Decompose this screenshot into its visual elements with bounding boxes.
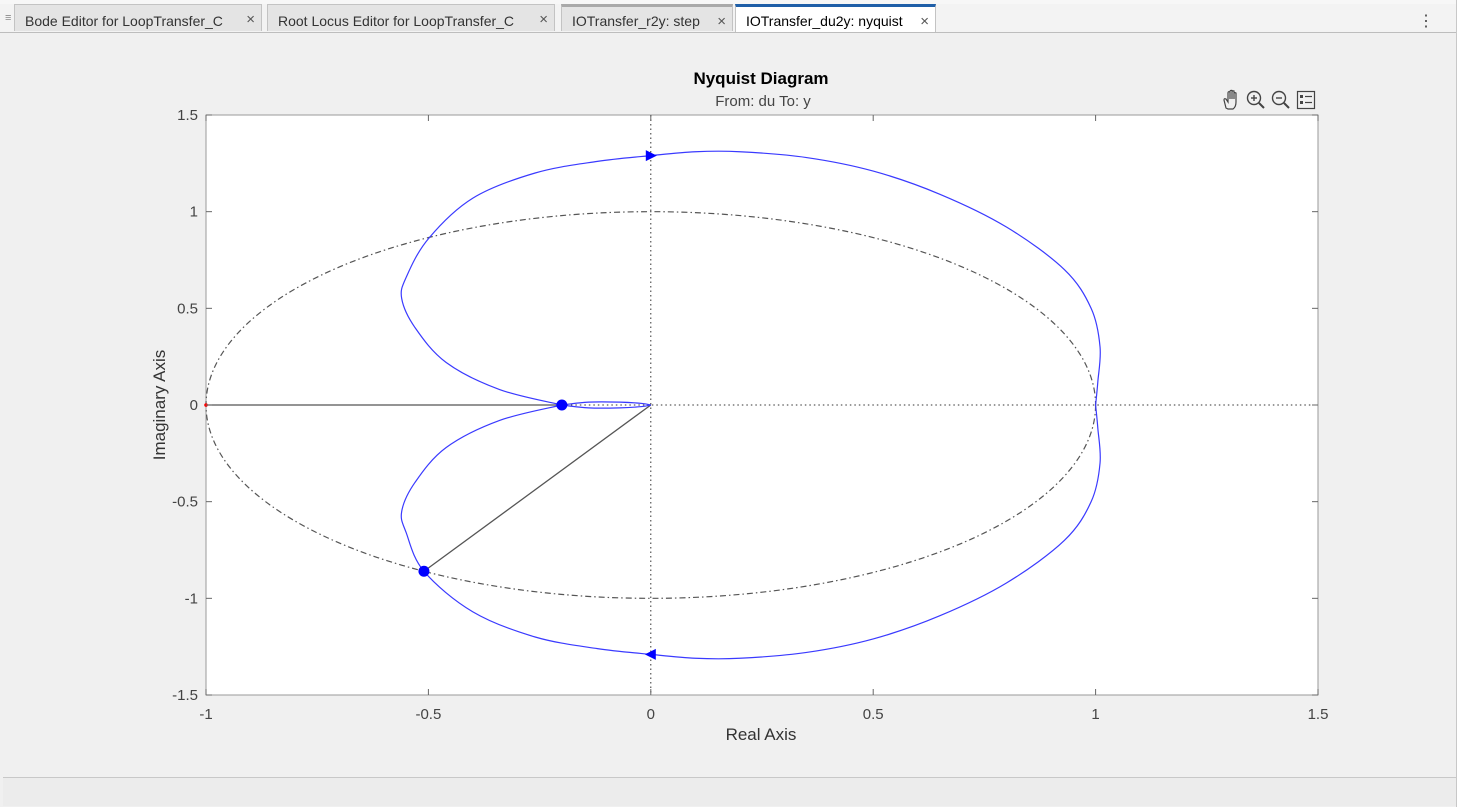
x-tick-label: 1.5: [1308, 706, 1329, 723]
x-tick-label: -0.5: [415, 706, 441, 723]
close-icon[interactable]: ×: [920, 13, 929, 30]
legend-icon[interactable]: [1296, 90, 1316, 110]
close-icon[interactable]: ×: [246, 11, 255, 28]
y-tick-label: -1: [185, 590, 198, 607]
tab-label: IOTransfer_r2y: step: [572, 13, 700, 29]
y-axis-label: Imaginary Axis: [150, 350, 169, 461]
y-tick-label: 0.5: [177, 300, 198, 317]
nyquist-curve-segment-5[interactable]: [561, 404, 651, 409]
x-tick-label: 0: [647, 706, 655, 723]
tab-iotransfer-du2y-nyquist[interactable]: IOTransfer_du2y: nyquist ×: [735, 4, 936, 32]
tab-grip-icon[interactable]: ≡: [5, 12, 12, 24]
tab-label: IOTransfer_du2y: nyquist: [746, 13, 903, 29]
y-tick-label: 1: [190, 204, 198, 221]
x-tick-label: 0.5: [863, 706, 884, 723]
x-axis-label: Real Axis: [726, 725, 797, 744]
zoom-out-icon[interactable]: [1271, 90, 1290, 109]
window-edge: [1456, 0, 1460, 807]
x-tick-label: -1: [199, 706, 212, 723]
margin-line: [423, 404, 652, 572]
margin-marker-1[interactable]: [418, 565, 430, 577]
y-tick-label: -1.5: [172, 687, 198, 704]
direction-arrow-1: [644, 648, 656, 660]
document-tab-bar: ≡ Bode Editor for LoopTransfer_C × Root …: [0, 4, 1456, 33]
x-tick-label: 1: [1091, 706, 1099, 723]
nyquist-curve-segment-3[interactable]: [400, 404, 651, 655]
y-tick-label: -0.5: [172, 494, 198, 511]
nyquist-curve-segment-0[interactable]: [650, 150, 1101, 406]
y-tick-label: 0: [190, 397, 198, 414]
y-tick-label: 1.5: [177, 107, 198, 124]
tab-root-locus-editor[interactable]: Root Locus Editor for LoopTransfer_C ×: [267, 4, 555, 31]
tab-iotransfer-r2y-step[interactable]: IOTransfer_r2y: step ×: [561, 4, 733, 31]
zoom-in-icon[interactable]: [1246, 90, 1265, 109]
more-vertical-icon[interactable]: ⋮: [1418, 13, 1434, 30]
close-icon[interactable]: ×: [539, 11, 548, 28]
tab-bode-editor[interactable]: Bode Editor for LoopTransfer_C ×: [14, 4, 262, 31]
chart-subtitle: From: du To: y: [715, 93, 811, 110]
direction-arrow-0: [645, 150, 657, 162]
tab-label: Bode Editor for LoopTransfer_C: [25, 13, 223, 29]
status-bar: [3, 777, 1456, 806]
nyquist-curve-segment-1[interactable]: [650, 404, 1101, 660]
pan-hand-icon[interactable]: [1223, 89, 1237, 110]
nyquist-curve-segment-4[interactable]: [561, 401, 651, 406]
margin-marker-0[interactable]: [556, 399, 568, 411]
tab-label: Root Locus Editor for LoopTransfer_C: [278, 13, 515, 29]
nyquist-curve-segment-2[interactable]: [400, 155, 651, 406]
close-icon[interactable]: ×: [717, 13, 726, 30]
chart-title: Nyquist Diagram: [693, 69, 828, 88]
